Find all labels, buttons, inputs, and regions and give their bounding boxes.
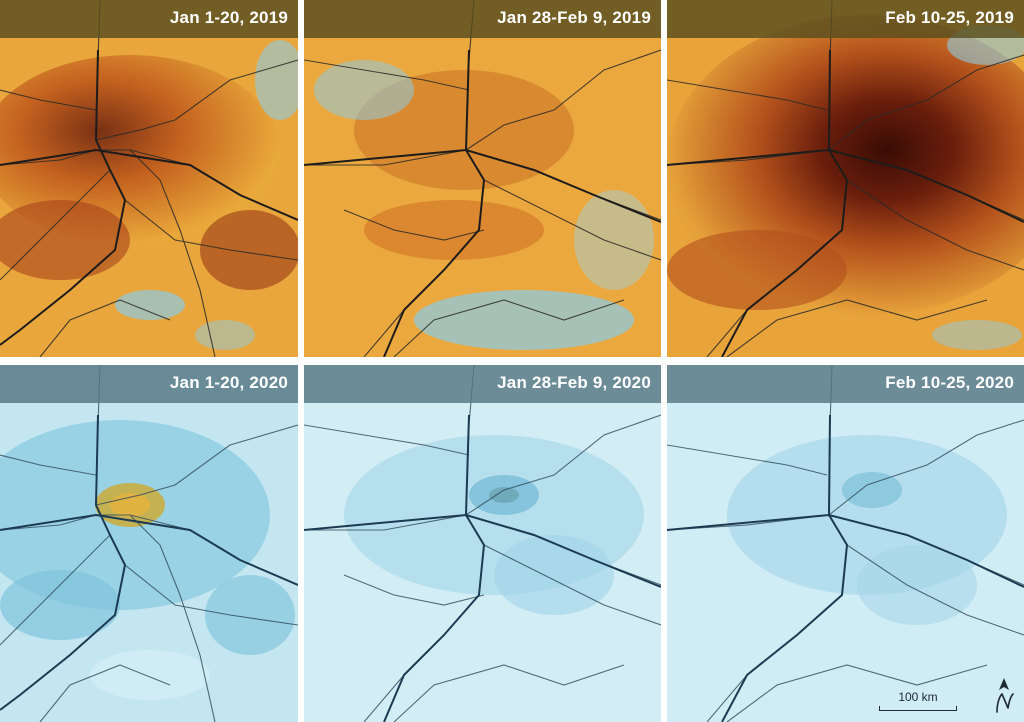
- date-range-label: Jan 1-20, 2020: [169, 373, 288, 392]
- map-panel-jan-1-20-2019: Jan 1-20, 2019: [0, 0, 298, 357]
- label-bar: Jan 1-20, 2020: [0, 365, 298, 403]
- pollution-map: [0, 0, 298, 357]
- pollution-map: [667, 0, 1024, 357]
- pollution-map: [0, 365, 298, 722]
- date-range-label: Feb 10-25, 2019: [885, 8, 1014, 27]
- label-bar: Jan 1-20, 2019: [0, 0, 298, 38]
- date-range-label: Jan 28-Feb 9, 2019: [497, 8, 651, 27]
- map-panel-jan-28-feb-9-2019: Jan 28-Feb 9, 2019: [304, 0, 661, 357]
- map-panel-feb-10-25-2020: Feb 10-25, 2020: [667, 365, 1024, 722]
- scale-bar-label: 100 km: [898, 690, 938, 704]
- scale-bar-line: [879, 706, 957, 711]
- pollution-map: [304, 0, 661, 357]
- label-bar: Feb 10-25, 2020: [667, 365, 1024, 403]
- pollution-map: [304, 365, 661, 722]
- map-panel-feb-10-25-2019: Feb 10-25, 2019: [667, 0, 1024, 357]
- label-bar: Jan 28-Feb 9, 2019: [304, 0, 661, 38]
- pollution-map: [667, 365, 1024, 722]
- date-range-label: Jan 1-20, 2019: [169, 8, 288, 27]
- north-arrow-icon: [990, 676, 1018, 716]
- label-bar: Jan 28-Feb 9, 2020: [304, 365, 661, 403]
- label-bar: Feb 10-25, 2019: [667, 0, 1024, 38]
- map-panel-jan-28-feb-9-2020: Jan 28-Feb 9, 2020: [304, 365, 661, 722]
- map-panel-jan-1-20-2020: Jan 1-20, 2020: [0, 365, 298, 722]
- scale-bar: 100 km: [879, 690, 957, 712]
- date-range-label: Feb 10-25, 2020: [885, 373, 1014, 392]
- date-range-label: Jan 28-Feb 9, 2020: [497, 373, 651, 392]
